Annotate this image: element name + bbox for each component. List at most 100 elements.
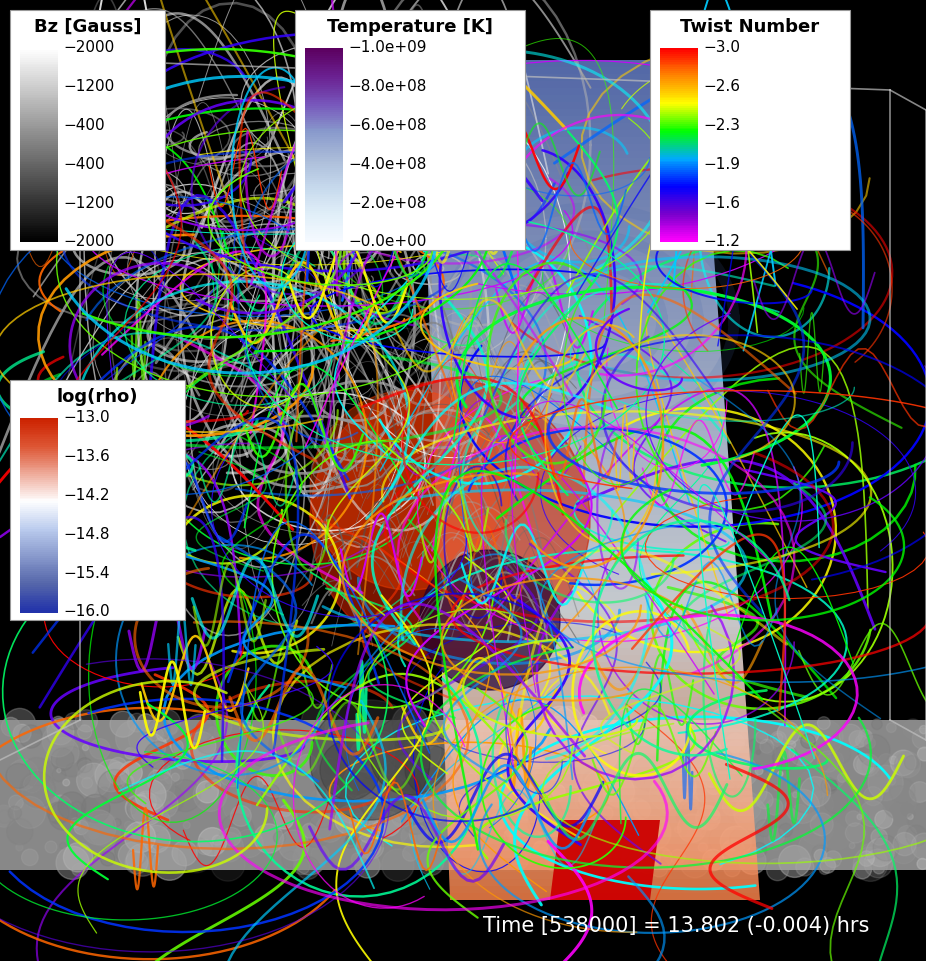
Bar xyxy=(660,149,698,151)
Bar xyxy=(20,536,58,539)
Bar xyxy=(20,532,58,535)
Polygon shape xyxy=(422,123,705,130)
Circle shape xyxy=(257,761,293,798)
Bar xyxy=(660,120,698,122)
Bar xyxy=(20,149,58,151)
Polygon shape xyxy=(432,410,725,417)
Circle shape xyxy=(22,757,51,786)
Circle shape xyxy=(19,725,43,749)
Bar xyxy=(20,195,58,198)
Circle shape xyxy=(649,777,682,810)
Polygon shape xyxy=(446,802,754,809)
Circle shape xyxy=(171,774,180,781)
Polygon shape xyxy=(441,648,743,655)
Circle shape xyxy=(555,800,590,834)
Circle shape xyxy=(144,742,172,770)
Bar xyxy=(20,424,58,427)
Circle shape xyxy=(363,747,394,778)
Polygon shape xyxy=(430,319,719,326)
Text: −1.2: −1.2 xyxy=(703,234,740,250)
Bar xyxy=(305,116,343,118)
FancyBboxPatch shape xyxy=(650,10,850,250)
Bar xyxy=(660,182,698,185)
Circle shape xyxy=(378,790,391,803)
Circle shape xyxy=(677,785,696,805)
Bar xyxy=(660,170,698,173)
Bar xyxy=(660,225,698,227)
Circle shape xyxy=(169,779,201,812)
Bar xyxy=(660,94,698,97)
Bar xyxy=(660,83,698,86)
Circle shape xyxy=(859,801,886,826)
Polygon shape xyxy=(441,641,742,648)
Circle shape xyxy=(344,765,379,800)
Circle shape xyxy=(136,791,156,812)
Bar xyxy=(660,141,698,143)
Circle shape xyxy=(726,733,745,752)
Circle shape xyxy=(692,796,707,812)
Bar xyxy=(20,565,58,568)
Bar xyxy=(660,178,698,181)
Circle shape xyxy=(509,820,542,852)
Circle shape xyxy=(540,840,571,872)
Circle shape xyxy=(289,779,316,806)
Circle shape xyxy=(765,744,776,755)
Circle shape xyxy=(388,736,421,770)
Circle shape xyxy=(579,792,594,806)
Circle shape xyxy=(580,800,594,813)
Bar xyxy=(305,141,343,143)
Circle shape xyxy=(196,780,219,802)
Bar xyxy=(20,157,58,160)
Circle shape xyxy=(455,820,482,847)
Bar xyxy=(305,191,343,194)
Bar xyxy=(305,63,343,66)
Bar xyxy=(20,601,58,603)
Polygon shape xyxy=(423,151,707,158)
Bar xyxy=(20,517,58,519)
Bar xyxy=(20,456,58,459)
Circle shape xyxy=(420,550,560,690)
Bar xyxy=(20,184,58,186)
Text: Twist Number: Twist Number xyxy=(681,18,820,36)
Circle shape xyxy=(722,798,740,816)
Circle shape xyxy=(695,836,710,850)
Circle shape xyxy=(128,713,146,732)
Circle shape xyxy=(601,817,608,825)
Circle shape xyxy=(185,714,214,743)
Bar xyxy=(20,136,58,137)
Circle shape xyxy=(117,740,133,757)
Circle shape xyxy=(564,815,598,849)
Circle shape xyxy=(282,850,299,869)
Bar xyxy=(20,151,58,153)
Bar xyxy=(305,107,343,109)
Bar xyxy=(20,124,58,126)
Bar xyxy=(660,213,698,215)
Circle shape xyxy=(721,839,745,863)
Bar xyxy=(20,606,58,608)
Polygon shape xyxy=(437,543,735,550)
Circle shape xyxy=(69,801,84,817)
Polygon shape xyxy=(439,592,739,599)
Circle shape xyxy=(544,730,577,764)
Circle shape xyxy=(799,810,834,845)
Bar xyxy=(20,521,58,523)
Circle shape xyxy=(597,758,607,769)
Circle shape xyxy=(98,770,131,803)
Bar xyxy=(20,519,58,521)
Polygon shape xyxy=(441,634,742,641)
Circle shape xyxy=(730,853,741,865)
Bar xyxy=(305,160,343,163)
Bar xyxy=(20,435,58,438)
Bar xyxy=(20,540,58,543)
Bar xyxy=(660,98,698,101)
Bar xyxy=(20,492,58,494)
Bar xyxy=(305,62,343,64)
Circle shape xyxy=(392,806,413,827)
Circle shape xyxy=(529,798,563,832)
Circle shape xyxy=(269,729,299,760)
Polygon shape xyxy=(444,746,749,753)
Circle shape xyxy=(584,834,597,848)
Circle shape xyxy=(471,811,494,835)
Polygon shape xyxy=(430,326,720,333)
Bar xyxy=(20,470,58,473)
